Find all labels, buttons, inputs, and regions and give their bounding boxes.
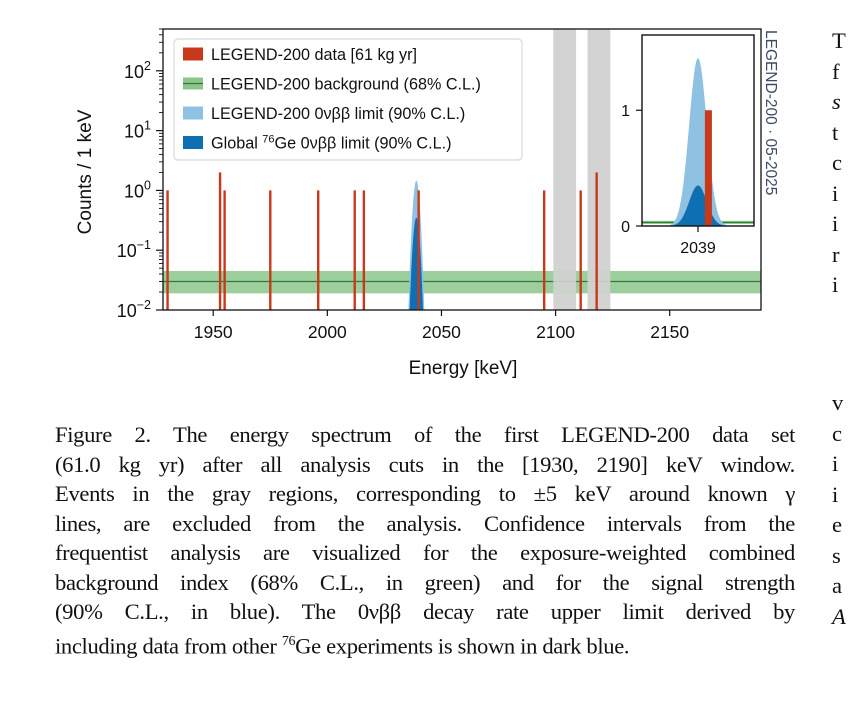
legend-swatch <box>183 47 203 61</box>
adjacent-column-letter: v <box>832 390 844 415</box>
data-bar <box>353 190 356 310</box>
excluded-region-overlay-0 <box>553 270 577 294</box>
adjacent-column-letter: i <box>832 180 839 206</box>
adjacent-column-letter: i <box>832 211 839 236</box>
caption-line: Figure 2. The energy spectrum of the fir… <box>55 422 795 447</box>
legend: LEGEND-200 data [61 kg yr] LEGEND-200 bac… <box>173 38 523 161</box>
energy-spectrum-figure: 1950 2000 2050 2100 2150 10−2 10−1 100 101 102 LE… <box>75 28 779 379</box>
data-bar <box>579 190 582 310</box>
data-bar <box>317 190 320 310</box>
adjacent-column-letter: i <box>832 451 839 476</box>
adjacent-column-letter: a <box>832 573 843 598</box>
adjacent-column-letter: e <box>832 512 843 537</box>
x-tick-label: 2000 <box>308 322 347 342</box>
legend-swatch <box>183 106 203 120</box>
adjacent-column-letter: s <box>832 89 841 114</box>
adjacent-column-letter: i <box>832 481 839 507</box>
y-tick-label: 102 <box>124 59 151 82</box>
adjacent-column-letter: c <box>832 420 843 446</box>
data-bar <box>362 190 366 310</box>
excluded-region-0 <box>553 29 577 310</box>
x-tick-label: 2050 <box>422 322 461 342</box>
adjacent-column-letter: t <box>832 119 839 145</box>
data-bar <box>223 190 226 310</box>
inset-x-tick-label: 2039 <box>680 240 716 257</box>
caption-line: background index (68% C.L., in green) an… <box>55 569 795 595</box>
caption-line: including data from other 76Ge experimen… <box>55 633 630 659</box>
y-tick-label: 101 <box>124 119 151 142</box>
inset-y-tick-label: 0 <box>621 219 630 236</box>
y-tick-label: 10−1 <box>117 238 151 261</box>
y-tick-label: 100 <box>124 178 151 201</box>
data-bar <box>542 190 546 310</box>
legend-box <box>173 38 523 161</box>
data-bar <box>417 190 420 310</box>
y-tick-label: 10−2 <box>117 298 151 321</box>
background-band <box>163 270 761 294</box>
inset-data-bar <box>704 110 712 226</box>
caption-line: (61.0 kg yr) after all analysis cuts in … <box>55 451 795 477</box>
legend-entry-label: Global 76Ge 0νββ limit (90% C.L.) <box>211 134 452 153</box>
y-axis-label: Counts / 1 keV <box>75 109 96 234</box>
data-bar <box>269 190 272 310</box>
adjacent-column-letter: f <box>832 58 840 84</box>
inset-plot: 0 1 2039 <box>621 32 757 257</box>
x-tick-label: 2150 <box>650 322 689 342</box>
figure-caption: Figure 2. The energy spectrum of the fir… <box>55 420 795 661</box>
caption-line: frequentist analysis are visualized for … <box>55 540 795 565</box>
legend-entry-label: LEGEND-200 data [61 kg yr] <box>211 46 417 64</box>
adjacent-column-letter: i <box>832 272 839 297</box>
adjacent-column-letter: r <box>832 241 840 267</box>
excluded-region-overlay-1 <box>587 270 611 294</box>
data-bar <box>595 172 598 310</box>
x-tick-label: 2100 <box>536 322 575 342</box>
adjacent-column-letter: T <box>832 28 846 53</box>
caption-line: lines, are excluded from the analysis. C… <box>55 510 795 536</box>
excluded-region-1 <box>587 29 611 310</box>
inset-legend200-limit-area <box>662 58 734 226</box>
global-ge76-limit-area <box>406 217 427 310</box>
adjacent-column-letter: s <box>832 542 841 568</box>
watermark-label: LEGEND-200 · 05-2025 <box>762 30 779 195</box>
legend-entry-label: LEGEND-200 0νββ limit (90% C.L.) <box>211 105 465 123</box>
legend-swatch <box>183 136 203 149</box>
adjacent-column-letter: A <box>832 603 846 629</box>
data-bar <box>218 172 222 310</box>
adjacent-column-letter: c <box>832 150 843 175</box>
caption-line: (90% C.L., in blue). The 0νββ decay rate… <box>55 599 795 624</box>
caption-line: Events in the gray regions, correspondin… <box>55 481 795 506</box>
data-bar <box>166 190 169 310</box>
x-tick-label: 1950 <box>194 322 233 342</box>
main-axes-frame <box>162 28 762 311</box>
inset-global-limit-area <box>662 185 734 226</box>
inset-y-tick-label: 1 <box>621 103 630 120</box>
x-axis-label: Energy [keV] <box>409 358 518 379</box>
main-plot-area: 1950 2000 2050 2100 2150 10−2 10−1 100 101 102 <box>117 28 762 342</box>
legend-entry-label: LEGEND-200 background (68% C.L.) <box>211 76 481 94</box>
